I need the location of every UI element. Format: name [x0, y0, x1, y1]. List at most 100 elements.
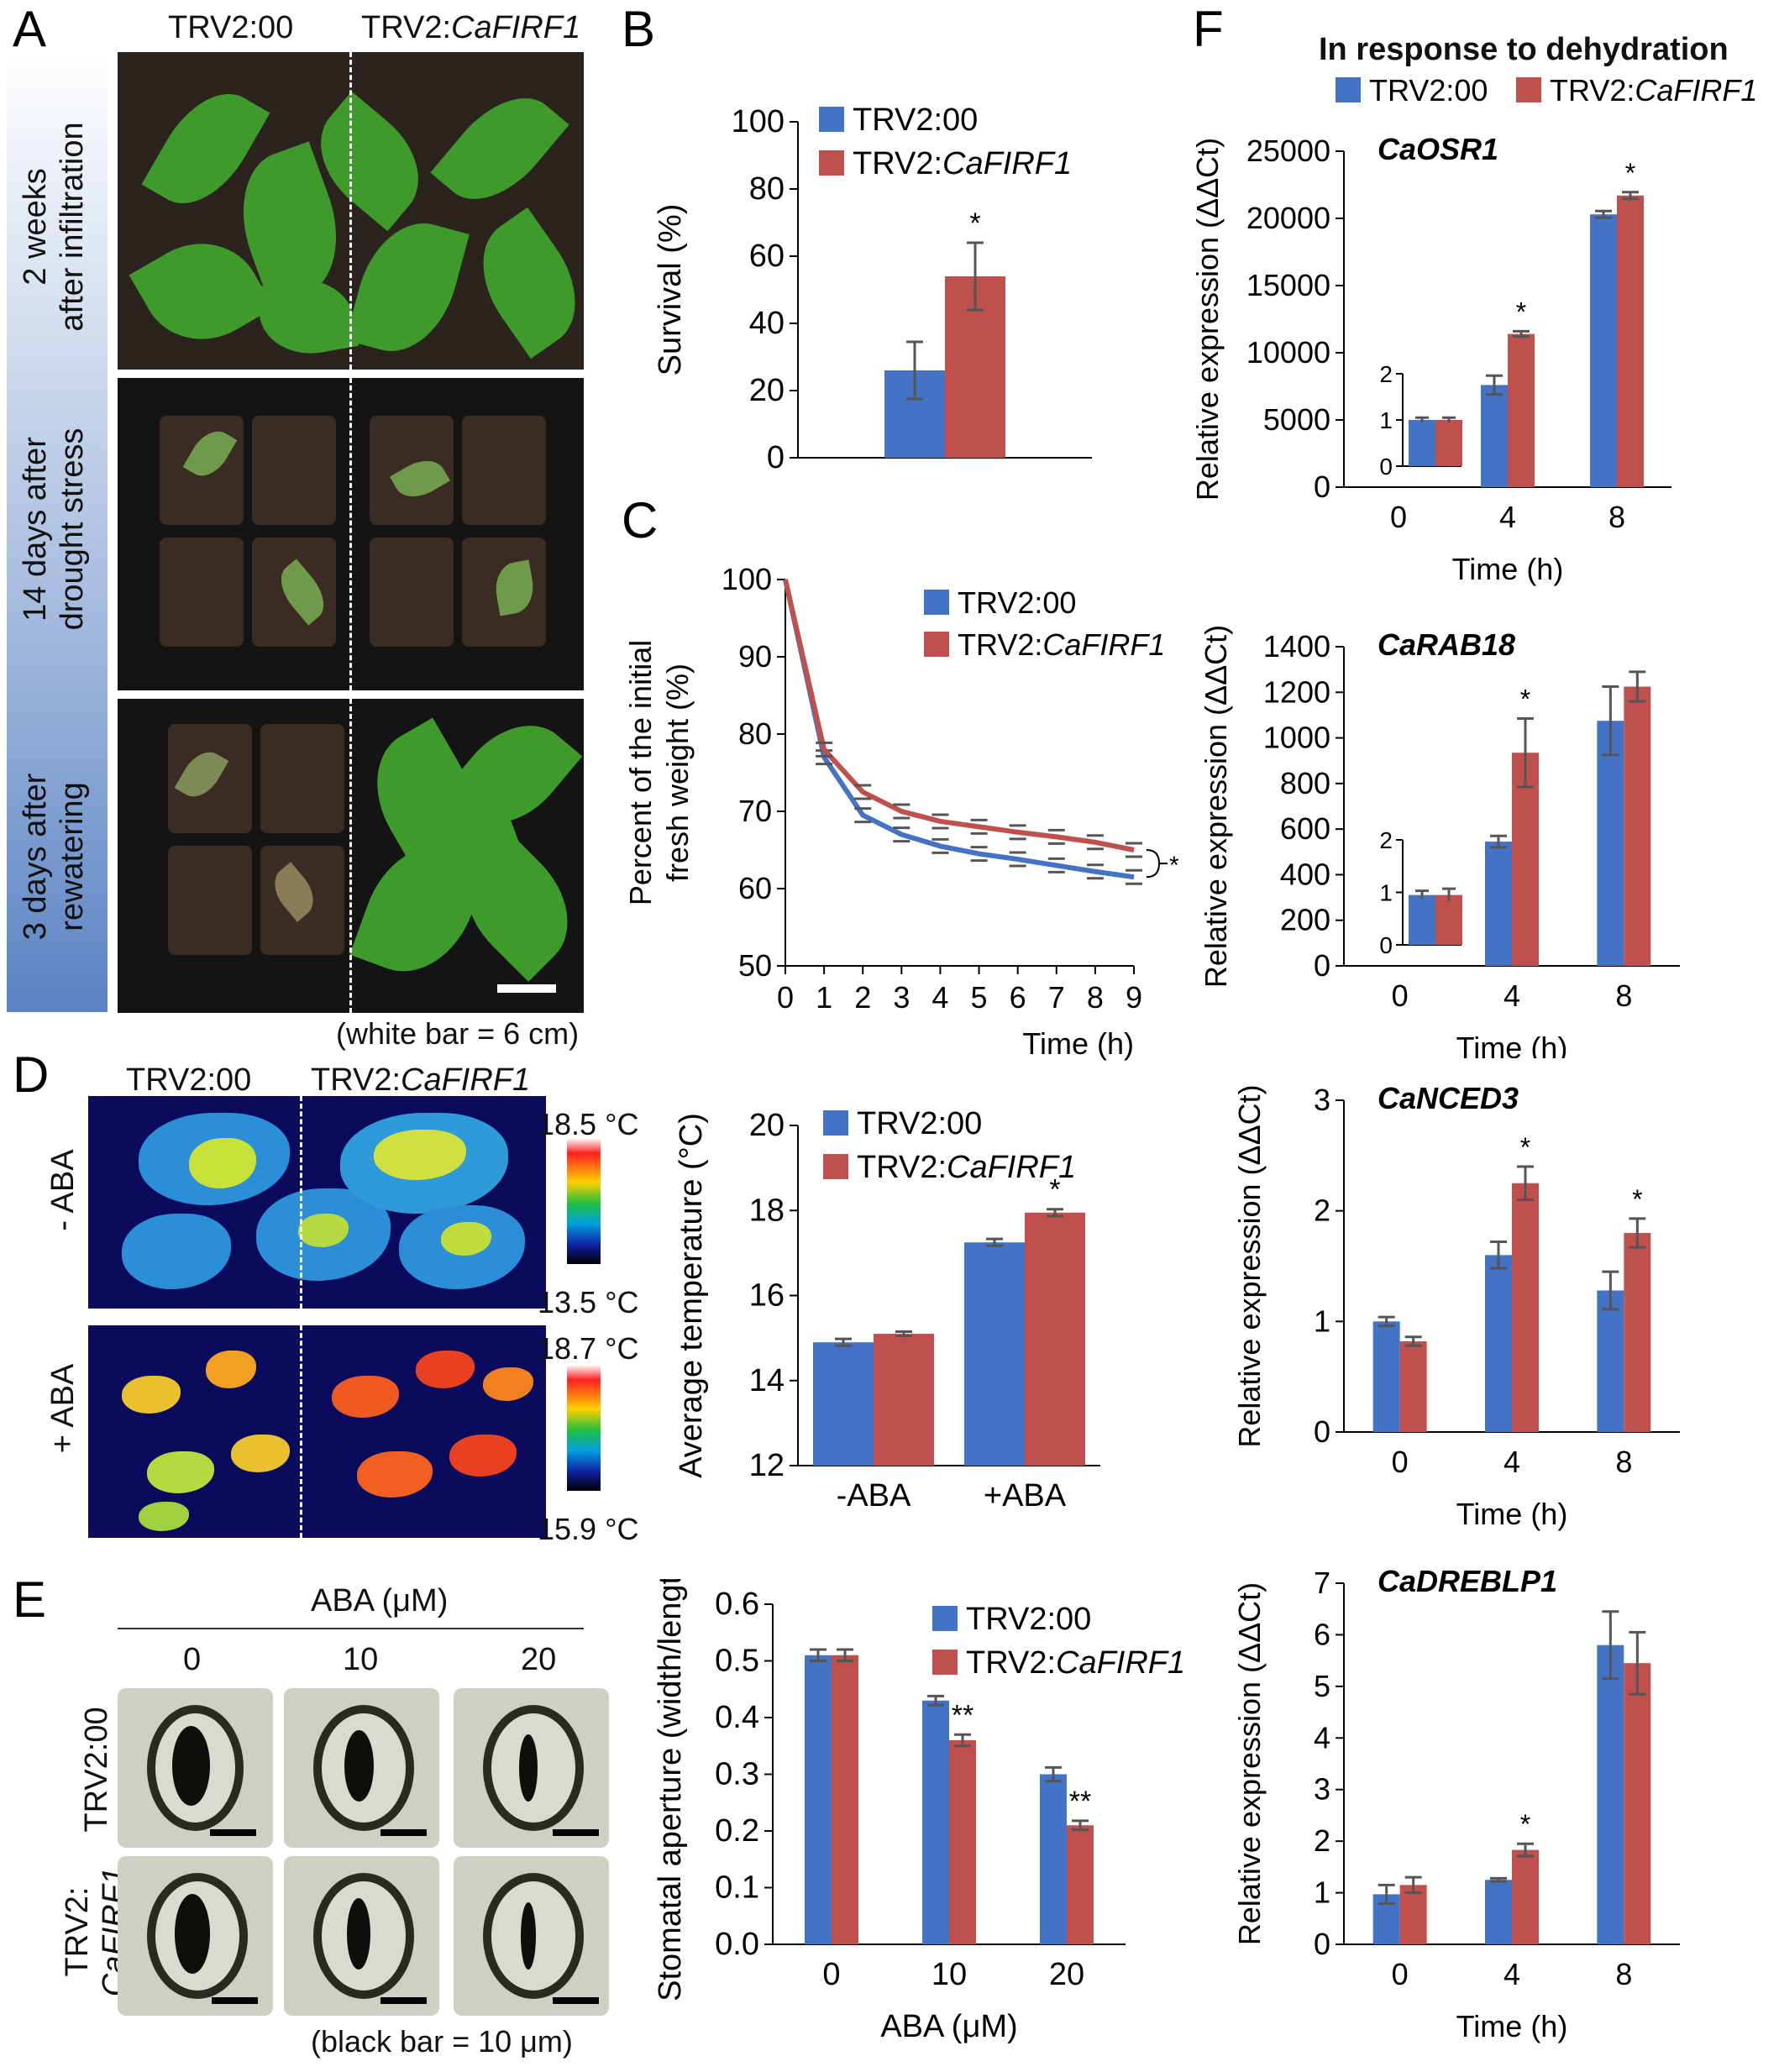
chart-d-bar-0-0 — [813, 1342, 874, 1466]
stoma-trv00-20 — [454, 1688, 609, 1848]
chart-f3-ytick-label: 2 — [1314, 1193, 1330, 1228]
chart-f2-ytick-label: 400 — [1280, 857, 1330, 891]
chart-f2-bar-1-2 — [1624, 686, 1651, 966]
panel-a-row3-label: 3 days after rewatering — [18, 773, 90, 941]
chart-c-xtick-label: 0 — [777, 980, 794, 1015]
chart-d-ytick-label: 12 — [749, 1448, 785, 1483]
chart-c-xtick-label: 2 — [854, 980, 871, 1015]
chart-c-xlabel: Time (h) — [1022, 1026, 1134, 1061]
panel-a-row2-label: 14 days after drought stress — [18, 428, 90, 631]
chart-c-line-1 — [783, 579, 1135, 852]
chart-f2-inset-tick-label: 0 — [1379, 932, 1393, 958]
chart-d-bar-1-1 — [1025, 1212, 1085, 1466]
chart-c-xtick-label: 7 — [1048, 980, 1065, 1015]
chart-f1-title: CaOSR1 — [1378, 132, 1498, 166]
chart-f2-ytick-label: 1400 — [1263, 629, 1330, 664]
chart-d-xtick-label: -ABA — [837, 1478, 911, 1513]
chart-f1-bar-1-2 — [1617, 195, 1644, 488]
chart-d-ytick-label: 18 — [749, 1193, 785, 1228]
chart-b-legend-swatch-0 — [819, 107, 844, 132]
chart-f4-sig-label: * — [1520, 1809, 1530, 1839]
chart-f1-ytick-label: 0 — [1314, 469, 1330, 504]
chart-f1-xtick-label: 8 — [1608, 500, 1625, 534]
chart-f4-bar-1-2 — [1624, 1663, 1651, 1944]
chart-d-sig-label: * — [1049, 1174, 1060, 1206]
chart-c-xtick-label: 4 — [931, 980, 948, 1015]
panel-e-header-rule — [118, 1628, 584, 1629]
chart-f1-legend-label-0: TRV2:00 — [1369, 73, 1488, 108]
panel-d-col1: TRV2:00 — [126, 1062, 252, 1098]
chart-f1-xtick-label: 0 — [1390, 500, 1407, 534]
scale2-min: 15.9 °C — [538, 1512, 639, 1546]
chart-c-sig-bracket — [1146, 849, 1168, 879]
chart-e-ylabel: Stomatal aperture (width/length) — [655, 1579, 688, 2001]
chart-f1-legend-label-1: TRV2:CaFIRF1 — [1550, 73, 1757, 108]
chart-e-xlabel: ABA (μM) — [880, 2009, 1017, 2044]
chart-e-legend-swatch-1 — [932, 1650, 958, 1675]
chart-e-ytick-label: 0.2 — [715, 1813, 759, 1849]
chart-f1-ytick-label: 15000 — [1246, 268, 1330, 302]
chart-e-sig-label: ** — [952, 1699, 973, 1731]
chart-f1-ytick-label: 25000 — [1246, 134, 1330, 168]
chart-f2-xlabel: Time (h) — [1456, 1031, 1568, 1058]
chart-f2-inset-bar-1 — [1435, 894, 1462, 945]
chart-f2-ytick-label: 0 — [1314, 948, 1330, 983]
chart-f1-sig-label: * — [1625, 158, 1635, 188]
chart-f4-ytick-label: 4 — [1314, 1720, 1330, 1755]
chart-e-bar-1-0 — [832, 1655, 858, 1944]
chart-b-legend-swatch-1 — [819, 150, 844, 176]
panel-e-col-10: 10 — [343, 1642, 379, 1677]
chart-c-xtick-label: 1 — [816, 980, 832, 1015]
chart-f4-ytick-label: 7 — [1314, 1566, 1330, 1600]
chart-e-ytick-label: 0.4 — [715, 1700, 759, 1735]
chart-f4-bar-1-0 — [1399, 1885, 1427, 1944]
chart-f3-ytick-label: 0 — [1314, 1414, 1330, 1449]
chart-d-ylabel: Average temperature (°C) — [674, 1113, 709, 1478]
chart-f2-bar-1-1 — [1512, 753, 1539, 966]
chart-f4-ytick-label: 6 — [1314, 1617, 1330, 1651]
chart-e-xtick-label: 0 — [822, 1957, 840, 1992]
thermal-image-plus-aba — [88, 1325, 546, 1538]
chart-c-xtick-label: 8 — [1087, 980, 1104, 1015]
photo-rewatering — [118, 699, 584, 1013]
chart-f3-xtick-label: 4 — [1503, 1445, 1520, 1479]
chart-f2-bar-0-2 — [1597, 721, 1624, 966]
chart-f3-xtick-label: 8 — [1615, 1445, 1632, 1479]
scale1-max: 18.5 °C — [538, 1107, 639, 1141]
chart-c-xtick-label: 6 — [1010, 980, 1026, 1015]
chart-f1-ylabel: Relative expression (ΔΔCt) — [1190, 138, 1225, 501]
chart-f1-inset-tick-label: 2 — [1379, 361, 1393, 387]
chart-f2-sig-label: * — [1520, 685, 1530, 715]
chart-f1-inset-tick-label: 0 — [1379, 454, 1393, 480]
panel-e-col-20: 20 — [521, 1642, 557, 1677]
chart-d-bar-1-0 — [874, 1334, 934, 1466]
chart-c-legend-swatch-0 — [924, 590, 949, 615]
chart-e-ytick-label: 0.5 — [715, 1644, 759, 1679]
chart-f1-inset-bar-1 — [1435, 420, 1462, 466]
chart-f3-xlabel: Time (h) — [1456, 1497, 1568, 1531]
chart-f3-bar-1-0 — [1399, 1341, 1427, 1432]
chart-b-sig-label: * — [969, 207, 980, 239]
chart-f3-bar-0-0 — [1372, 1321, 1400, 1432]
chart-f3-title: CaNCED3 — [1378, 1081, 1519, 1115]
chart-b-legend-label-0: TRV2:00 — [853, 102, 978, 138]
stoma-firf1-20 — [454, 1856, 609, 2016]
chart-c-legend-swatch-1 — [924, 632, 949, 657]
chart-f2-xtick-label: 8 — [1615, 978, 1632, 1013]
chart-c-xtick-label: 9 — [1126, 980, 1142, 1015]
thermal-colorbar-1 — [567, 1138, 601, 1264]
chart-f1-bar-1-1 — [1508, 333, 1535, 487]
chart-d-legend-swatch-0 — [823, 1110, 848, 1136]
panel-a-col1: TRV2:00 — [168, 10, 294, 45]
chart-c-legend-label-0: TRV2:00 — [958, 585, 1076, 620]
thermal-image-minus-aba — [88, 1096, 546, 1309]
chart-f1-ytick-label: 10000 — [1246, 335, 1330, 370]
chart-f1-sig-label: * — [1516, 296, 1526, 327]
chart-f1-xtick-label: 4 — [1499, 500, 1516, 534]
chart-c-ytick-label: 60 — [738, 871, 772, 905]
stoma-firf1-0 — [118, 1856, 273, 2016]
panel-e-header: ABA (μM) — [311, 1583, 449, 1618]
chart-f4-xtick-label: 8 — [1615, 1957, 1632, 1991]
panel-label-b: B — [622, 1, 656, 57]
chart-f1-bar-0-2 — [1590, 214, 1617, 487]
